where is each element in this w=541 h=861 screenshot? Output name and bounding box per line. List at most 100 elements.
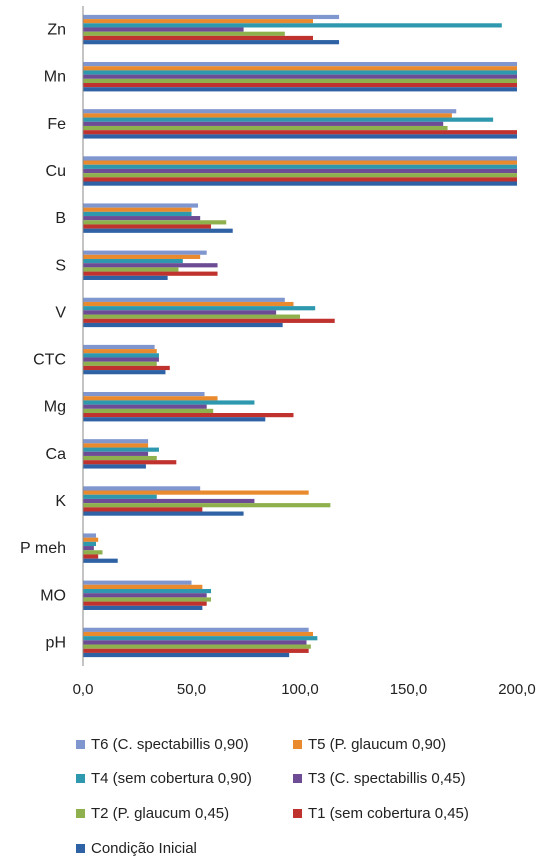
legend-item: T2 (P. glaucum 0,45) [76,805,229,822]
bar [83,533,97,538]
bar [83,648,309,653]
bar [83,314,300,319]
bar [83,113,452,118]
bar [83,301,294,307]
bar [83,584,203,589]
bar [83,511,244,516]
bar [83,636,318,641]
legend-label: T6 (C. spectabillis 0,90) [91,736,249,753]
bar [83,494,157,499]
bar [83,19,314,24]
bar-group [83,62,517,92]
bar-group [83,156,517,186]
category-label: Mg [44,399,66,416]
bar [83,361,157,366]
x-tick-label: 50,0 [177,681,206,698]
legend-label: Condição Inicial [91,840,197,857]
bar [83,322,283,328]
bar [83,546,94,551]
bar [83,593,207,598]
bar [83,87,517,92]
legend-label: T5 (P. glaucum 0,90) [308,736,447,753]
category-label: Fe [47,116,66,133]
bar [83,417,266,422]
category-label: Mn [44,69,66,86]
category-label: Ca [46,446,67,463]
bar [83,464,146,469]
bar-group [83,486,331,516]
bar [83,40,340,45]
bar [83,408,214,414]
bar [83,35,314,41]
legend-swatch [76,809,85,818]
category-label: P meh [20,540,66,557]
category-labels: Zn Mn Fe Cu B S V CTC Mg Ca K P meh MO pH [20,22,66,652]
legend-label: T3 (C. spectabillis 0,45) [308,770,466,787]
legend-swatch [293,740,302,749]
bar [83,498,255,504]
bar [83,439,149,444]
bar [83,83,517,88]
legend-item: T3 (C. spectabillis 0,45) [293,770,466,787]
bar [83,605,203,610]
bar [83,455,157,461]
bar [83,275,168,280]
bar [83,125,448,131]
bar [83,597,212,602]
bar [83,297,285,302]
bar [83,558,118,563]
bar [83,580,192,585]
x-tick-labels: 0,0 50,0 100,0 150,0 200,0 [73,681,536,698]
legend-swatch [76,740,85,749]
bar-group [83,533,118,563]
bar [83,396,218,401]
bar [83,173,517,178]
bar-group [83,14,502,45]
category-label: B [55,210,66,227]
x-tick-label: 0,0 [73,681,94,698]
bar [83,631,314,637]
bar [83,156,517,161]
bar [83,537,99,542]
category-label: MO [40,587,66,604]
category-label: V [55,304,66,321]
bar [83,31,285,36]
legend-item: T6 (C. spectabillis 0,90) [76,736,249,753]
x-tick-label: 150,0 [390,681,428,698]
bar [83,306,316,311]
bar [83,14,340,20]
bar [83,177,517,182]
bar [83,392,205,397]
legend-item: T5 (P. glaucum 0,90) [293,736,446,753]
bar-group [83,580,212,610]
category-label: S [55,257,66,274]
legend-label: T1 (sem cobertura 0,45) [308,805,469,822]
legend-item: Condição Inicial [76,840,197,857]
bar [83,541,97,547]
bar [83,490,309,495]
bar [83,78,517,84]
bar [83,507,203,512]
bar [83,601,207,606]
bar [83,164,517,169]
bar [83,357,159,362]
legend-swatch [293,809,302,818]
bar [83,267,179,272]
x-tick-label: 200,0 [498,681,536,698]
bar [83,310,277,315]
bar [83,370,166,375]
bar [83,66,517,71]
bar [83,554,99,559]
category-label: Cu [46,163,66,180]
legend-swatch [76,774,85,783]
bar [83,460,177,465]
bar [83,349,157,354]
bar [83,588,212,594]
bar-group [83,297,335,328]
bar [83,27,244,32]
bar [83,70,517,75]
legend-label: T4 (sem cobertura 0,90) [91,770,252,787]
legend-swatch [293,774,302,783]
bar [83,134,517,139]
bar [83,207,192,212]
